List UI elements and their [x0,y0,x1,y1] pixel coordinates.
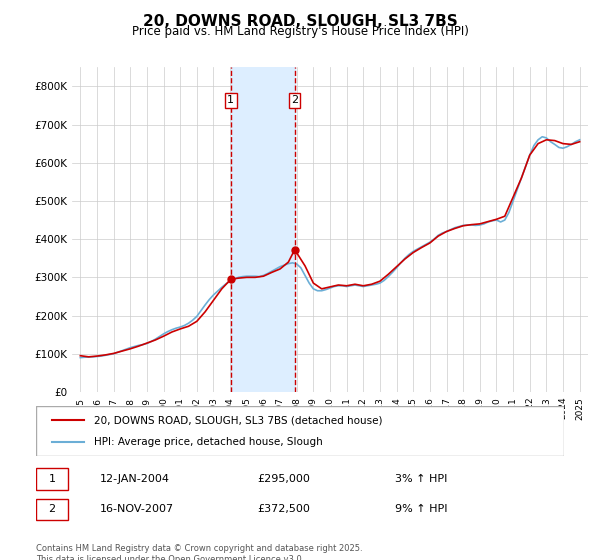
FancyBboxPatch shape [36,499,68,520]
Text: 2: 2 [48,505,55,514]
Text: £372,500: £372,500 [258,505,311,514]
Text: 20, DOWNS ROAD, SLOUGH, SL3 7BS (detached house): 20, DOWNS ROAD, SLOUGH, SL3 7BS (detache… [94,415,383,425]
Text: 3% ↑ HPI: 3% ↑ HPI [395,474,448,484]
Text: 12-JAN-2004: 12-JAN-2004 [100,474,169,484]
Bar [231,67,295,392]
FancyBboxPatch shape [36,406,564,456]
Text: Contains HM Land Registry data © Crown copyright and database right 2025.
This d: Contains HM Land Registry data © Crown c… [36,544,362,560]
Text: £295,000: £295,000 [258,474,311,484]
Text: 9% ↑ HPI: 9% ↑ HPI [395,505,448,514]
Text: HPI: Average price, detached house, Slough: HPI: Average price, detached house, Slou… [94,437,323,447]
FancyBboxPatch shape [36,469,68,489]
Text: 16-NOV-2007: 16-NOV-2007 [100,505,173,514]
Text: 1: 1 [49,474,55,484]
Text: 1: 1 [227,95,234,105]
Text: Price paid vs. HM Land Registry's House Price Index (HPI): Price paid vs. HM Land Registry's House … [131,25,469,38]
Text: 20, DOWNS ROAD, SLOUGH, SL3 7BS: 20, DOWNS ROAD, SLOUGH, SL3 7BS [143,14,457,29]
Text: 2: 2 [291,95,298,105]
